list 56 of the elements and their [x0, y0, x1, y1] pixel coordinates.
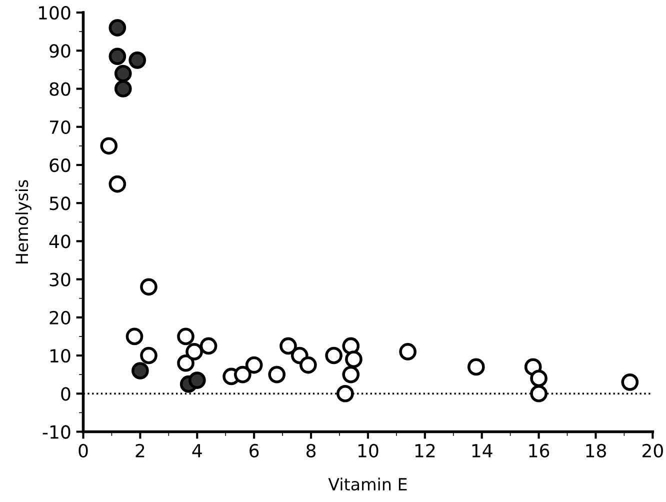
point — [345, 350, 362, 368]
y-tick-label: 40 — [49, 234, 70, 248]
point — [140, 346, 158, 364]
point — [467, 358, 485, 376]
y-tick-label: 60 — [50, 158, 70, 172]
y-tick-label: -10 — [42, 425, 70, 439]
x-tick-label: 20 — [642, 444, 663, 458]
y-tick-label: 50 — [50, 196, 70, 210]
y-tick-label: 100 — [38, 6, 70, 20]
point — [108, 19, 126, 36]
point — [342, 337, 360, 355]
point — [186, 343, 203, 360]
point — [177, 354, 194, 372]
x-tick-label: 4 — [192, 444, 202, 458]
x-tick-label: 14 — [472, 444, 492, 458]
x-tick-label: 6 — [250, 444, 259, 458]
x-tick-label: 2 — [136, 444, 144, 458]
y-tick-label: 90 — [50, 44, 70, 58]
y-tick-label: 70 — [50, 120, 70, 134]
point — [530, 370, 548, 388]
y-axis-title: Hemolysis — [15, 180, 32, 264]
point — [177, 328, 194, 346]
y-tick-label: 20 — [50, 310, 70, 325]
point — [245, 356, 263, 374]
point — [108, 48, 126, 66]
x-tick-label: 12 — [415, 444, 435, 458]
y-tick-label: 0 — [61, 387, 70, 401]
point — [100, 137, 118, 155]
point — [140, 278, 158, 296]
point — [132, 362, 149, 380]
x-tick-label: 0 — [78, 444, 88, 458]
point — [280, 337, 297, 355]
x-tick-label: 8 — [306, 444, 316, 458]
point — [399, 343, 416, 360]
point — [188, 372, 206, 389]
point — [108, 175, 126, 193]
point — [530, 384, 548, 402]
point — [128, 52, 146, 69]
x-tick-label: 16 — [529, 444, 550, 458]
point — [325, 346, 342, 364]
point — [342, 366, 360, 384]
point — [200, 337, 218, 355]
point — [300, 356, 317, 374]
y-tick-label: 80 — [50, 82, 70, 96]
point — [126, 328, 144, 346]
point — [114, 64, 132, 82]
point — [268, 366, 286, 384]
x-tick-label: 18 — [586, 444, 606, 458]
point — [621, 374, 639, 391]
point — [234, 366, 252, 384]
y-tick-label: 10 — [50, 348, 70, 363]
x-axis-title: Vitamin E — [328, 478, 407, 491]
point — [336, 384, 354, 402]
point — [114, 80, 132, 98]
x-tick-label: 10 — [358, 444, 378, 458]
y-tick-label: 30 — [50, 272, 70, 286]
